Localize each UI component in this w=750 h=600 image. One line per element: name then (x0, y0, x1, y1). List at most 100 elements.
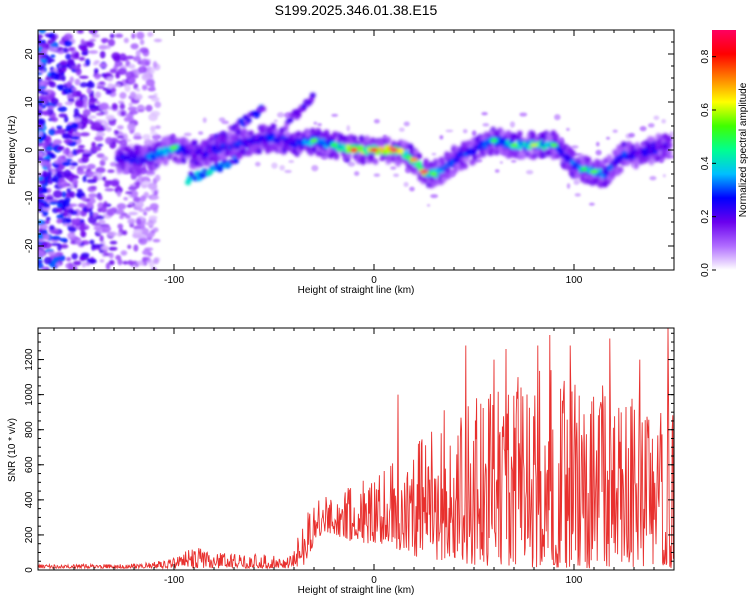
y-tick-label: 10 (24, 96, 35, 108)
noise-blob (106, 76, 114, 82)
y-tick-label: 400 (24, 491, 35, 508)
noise-blob (145, 232, 155, 238)
noise-blob (123, 37, 129, 44)
noise-blob (91, 146, 102, 152)
noise-blob (128, 186, 138, 191)
noise-blob (59, 244, 69, 249)
noise-blob (58, 87, 65, 91)
noise-blob (105, 126, 112, 132)
noise-blob (76, 30, 84, 34)
noise-blob (93, 68, 99, 74)
noise-blob (48, 201, 59, 205)
noise-blob (87, 163, 96, 170)
noise-blob (101, 229, 110, 233)
noise-blob (109, 68, 117, 74)
noise-blob (40, 91, 49, 96)
noise-blob (100, 245, 109, 251)
noise-blob (56, 203, 63, 209)
ridge-halo (452, 167, 459, 174)
spectral-speck (662, 174, 666, 178)
noise-blob (127, 218, 136, 225)
noise-blob (119, 215, 125, 220)
y-tick-label: 1000 (24, 383, 35, 406)
ridge-halo (424, 162, 431, 169)
noise-blob (38, 33, 44, 39)
noise-blob (41, 241, 52, 249)
spectral-speck (439, 135, 444, 140)
noise-blob (120, 250, 128, 256)
noise-blob (125, 71, 136, 79)
noise-blob (142, 249, 151, 256)
noise-blob (105, 90, 113, 95)
noise-blob (78, 148, 85, 153)
noise-blob (83, 100, 88, 109)
noise-blob (154, 174, 161, 182)
noise-blob (63, 33, 74, 40)
ridge-halo (346, 152, 352, 160)
ridge-halo (192, 139, 198, 147)
noise-blob (69, 165, 76, 170)
noise-blob (139, 47, 149, 54)
ridge-halo (666, 135, 673, 142)
noise-blob (95, 131, 106, 138)
ridge-halo (476, 152, 483, 160)
noise-blob (115, 254, 122, 261)
noise-blob (94, 91, 102, 99)
spectral-speck (573, 179, 580, 185)
ridge-halo (462, 162, 469, 170)
noise-blob (99, 50, 106, 59)
spectral-speck (317, 123, 322, 127)
noise-blob (153, 38, 163, 43)
noise-blob (51, 35, 57, 43)
noise-blob (72, 149, 78, 156)
noise-blob (57, 106, 68, 112)
noise-blob (56, 207, 63, 213)
spectral-speck (596, 141, 600, 147)
noise-blob (96, 112, 105, 116)
noise-blob (119, 92, 127, 100)
noise-blob (128, 102, 133, 107)
figure-title: S199.2025.346.01.38.E15 (275, 2, 438, 18)
noise-blob (105, 136, 114, 145)
spectral-speck (499, 161, 503, 164)
noise-blob (133, 135, 143, 140)
noise-blob (48, 225, 55, 231)
noise-blob (80, 117, 89, 125)
spectral-speck (669, 131, 674, 136)
spectral-speck (276, 112, 285, 118)
noise-blob (141, 256, 147, 263)
noise-blob (104, 73, 112, 78)
noise-blob (113, 129, 120, 135)
noise-blob (56, 218, 63, 224)
noise-blob (74, 78, 81, 86)
noise-blob (67, 231, 76, 240)
noise-blob (131, 33, 136, 40)
noise-blob (47, 58, 55, 63)
noise-blob (38, 30, 47, 34)
noise-blob (66, 187, 72, 194)
noise-blob (136, 31, 145, 40)
branch-blob (308, 97, 315, 103)
branch-blob (199, 173, 206, 179)
noise-blob (144, 206, 152, 212)
noise-blob (56, 214, 64, 220)
ridge-peak (580, 167, 588, 172)
branch-blob (245, 117, 252, 124)
noise-blob (43, 155, 51, 160)
spectral-speck (409, 186, 415, 192)
spectral-speck (373, 173, 381, 177)
noise-blob (41, 105, 46, 109)
noise-blob (43, 256, 53, 265)
noise-blob (58, 237, 68, 242)
noise-blob (52, 190, 63, 199)
spectral-speck (574, 193, 581, 197)
noise-blob (67, 208, 74, 214)
x-tick-label: 100 (566, 575, 583, 586)
spectral-speck (202, 117, 207, 123)
noise-blob (133, 83, 139, 90)
noise-blob (63, 209, 69, 217)
noise-blob (67, 58, 75, 66)
noise-blob (56, 128, 66, 135)
